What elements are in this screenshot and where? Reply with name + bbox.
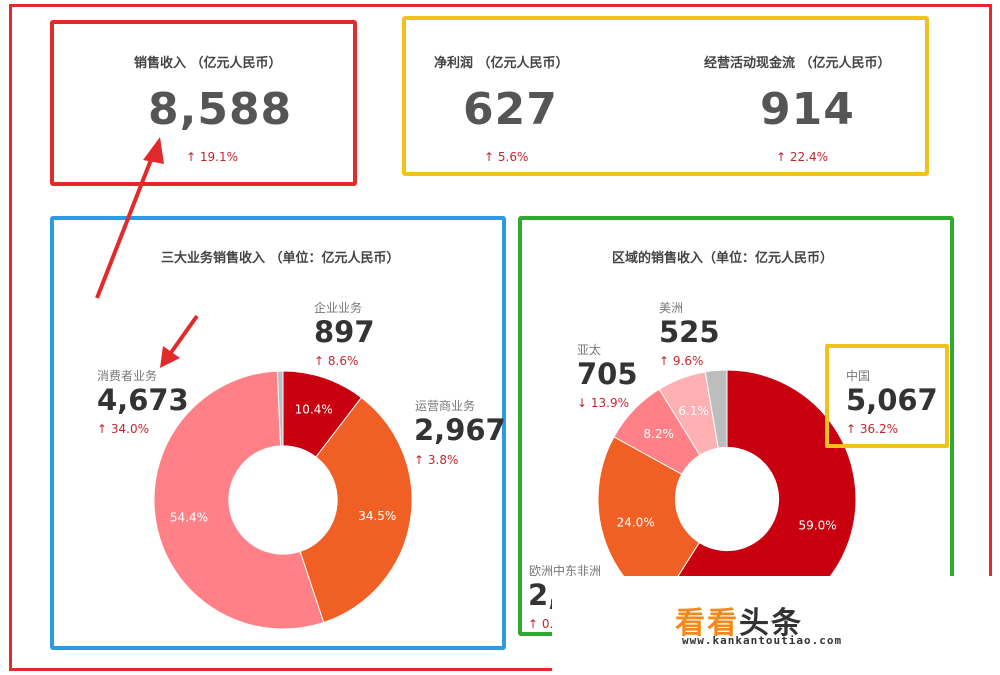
americas-change: ↑ 9.6% xyxy=(659,354,704,368)
business-revenue-card xyxy=(50,216,506,650)
apac-value: 705 xyxy=(577,357,638,391)
apac-change: ↓ 13.9% xyxy=(577,396,629,410)
up-arrow-icon: ↑ xyxy=(484,150,498,164)
profit-cashflow-kpi-card xyxy=(402,16,929,176)
consumer-label: 消费者业务 xyxy=(97,369,158,383)
watermark-background xyxy=(552,576,1000,675)
emea-label: 欧洲中东非洲 xyxy=(529,564,602,578)
up-arrow-icon: ↑ xyxy=(659,354,673,368)
enterprise-change: ↑ 8.6% xyxy=(314,354,359,368)
up-arrow-icon: ↑ xyxy=(186,150,200,164)
enterprise-value: 897 xyxy=(314,315,375,349)
china-change: ↑ 36.2% xyxy=(846,422,898,436)
sales-change: ↑ 19.1% xyxy=(186,150,238,164)
profit-label: 净利润 （亿元人民币） xyxy=(434,56,569,71)
profit-value: 627 xyxy=(463,84,558,135)
up-arrow-icon: ↑ xyxy=(314,354,328,368)
carrier-label: 运营商业务 xyxy=(415,399,476,413)
cashflow-value: 914 xyxy=(760,84,855,135)
americas-label: 美洲 xyxy=(659,301,684,315)
region-chart-title: 区域的销售收入（单位：亿元人民币） xyxy=(612,251,834,266)
apac-label: 亚太 xyxy=(577,343,602,357)
americas-value: 525 xyxy=(659,315,720,349)
consumer-change: ↑ 34.0% xyxy=(97,422,149,436)
watermark-url: www.kankantoutiao.com xyxy=(682,634,843,647)
cashflow-label: 经营活动现金流 （亿元人民币） xyxy=(704,56,891,71)
business-chart-title: 三大业务销售收入 （单位：亿元人民币） xyxy=(161,251,400,266)
carrier-value: 2,967 xyxy=(414,413,506,447)
enterprise-label: 企业业务 xyxy=(314,301,363,315)
profit-change: ↑ 5.6% xyxy=(484,150,529,164)
china-value: 5,067 xyxy=(846,383,938,417)
cashflow-change: ↑ 22.4% xyxy=(776,150,828,164)
up-arrow-icon: ↑ xyxy=(528,617,542,631)
up-arrow-icon: ↑ xyxy=(846,422,860,436)
up-arrow-icon: ↑ xyxy=(414,453,428,467)
china-label: 中国 xyxy=(846,369,871,383)
up-arrow-icon: ↑ xyxy=(97,422,111,436)
sales-kpi-card xyxy=(50,20,357,186)
down-arrow-icon: ↓ xyxy=(577,396,591,410)
sales-label: 销售收入 （亿元人民币） xyxy=(134,56,282,71)
emea-change: ↑ 0. xyxy=(528,617,554,631)
sales-value: 8,588 xyxy=(148,84,293,135)
carrier-change: ↑ 3.8% xyxy=(414,453,459,467)
consumer-value: 4,673 xyxy=(97,383,189,417)
up-arrow-icon: ↑ xyxy=(776,150,790,164)
china-highlight-frame xyxy=(825,344,949,448)
outer-highlight-frame xyxy=(9,4,992,671)
watermark-logo: 看看头条 xyxy=(675,606,803,641)
